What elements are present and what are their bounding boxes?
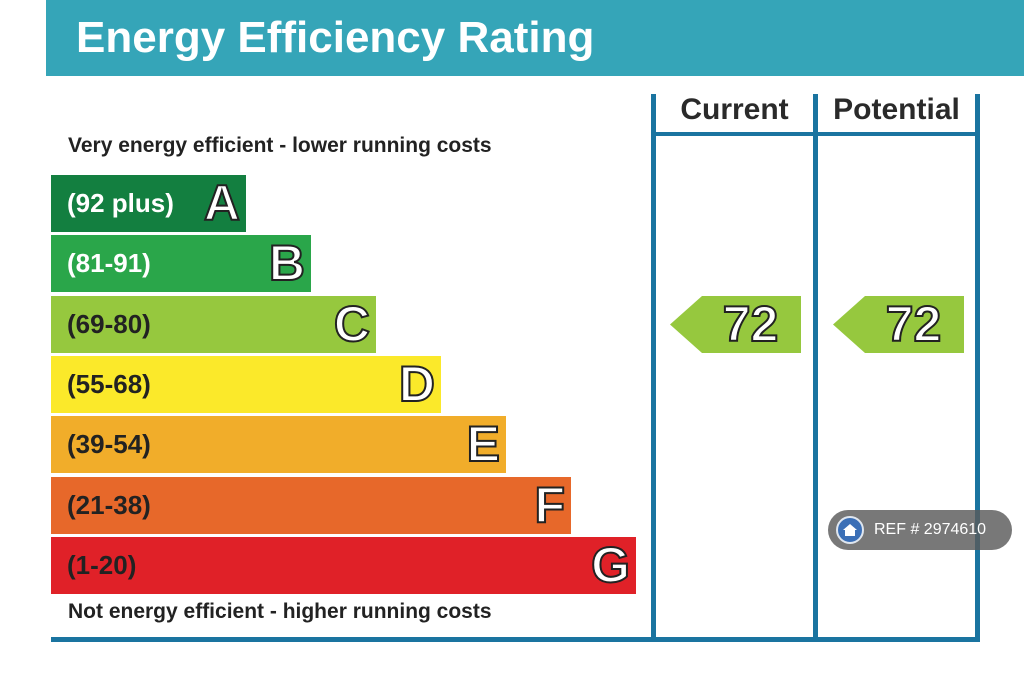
band-d: (55-68) D	[51, 355, 441, 413]
band-f: (21-38) F	[51, 476, 571, 534]
ref-badge: REF # 2974610	[828, 510, 1012, 550]
band-a-range: (92 plus)	[67, 188, 174, 218]
band-d-range: (55-68)	[67, 368, 151, 399]
header-divider	[651, 132, 980, 136]
band-d-letter: D	[398, 355, 436, 413]
band-e: (39-54) E	[51, 415, 506, 474]
band-g-letter: G	[590, 536, 631, 594]
current-column-left-border	[651, 94, 656, 640]
page-title: Energy Efficiency Rating	[76, 13, 595, 62]
band-e-letter: E	[466, 415, 501, 473]
band-a: (92 plus) A	[51, 174, 246, 232]
potential-column-header: Potential	[833, 93, 960, 126]
band-b-letter: B	[268, 234, 306, 292]
band-c: (69-80) C	[51, 295, 376, 353]
band-e-range: (39-54)	[67, 429, 151, 460]
title-bar: Energy Efficiency Rating	[46, 0, 1024, 76]
potential-column-right-border	[975, 94, 980, 640]
band-g-range: (1-20)	[67, 549, 137, 580]
current-column-right-border	[813, 94, 818, 640]
ref-text: REF # 2974610	[874, 521, 987, 538]
potential-rating-value: 72	[885, 295, 943, 353]
band-b-range: (81-91)	[67, 248, 151, 279]
band-c-range: (69-80)	[67, 308, 151, 339]
bottom-border	[51, 637, 980, 642]
band-f-letter: F	[533, 476, 566, 534]
current-rating-value: 72	[722, 295, 780, 353]
current-rating-arrow: 72	[670, 295, 801, 353]
band-g: (1-20) G	[51, 536, 636, 594]
bottom-caption: Not energy efficient - higher running co…	[68, 600, 492, 623]
band-f-range: (21-38)	[67, 489, 151, 520]
potential-rating-arrow: 72	[833, 295, 964, 353]
home-icon	[836, 516, 864, 544]
top-caption: Very energy efficient - lower running co…	[68, 134, 492, 157]
band-b: (81-91) B	[51, 234, 311, 293]
band-a-letter: A	[203, 174, 241, 232]
current-column-header: Current	[680, 93, 789, 126]
band-c-letter: C	[333, 295, 371, 353]
